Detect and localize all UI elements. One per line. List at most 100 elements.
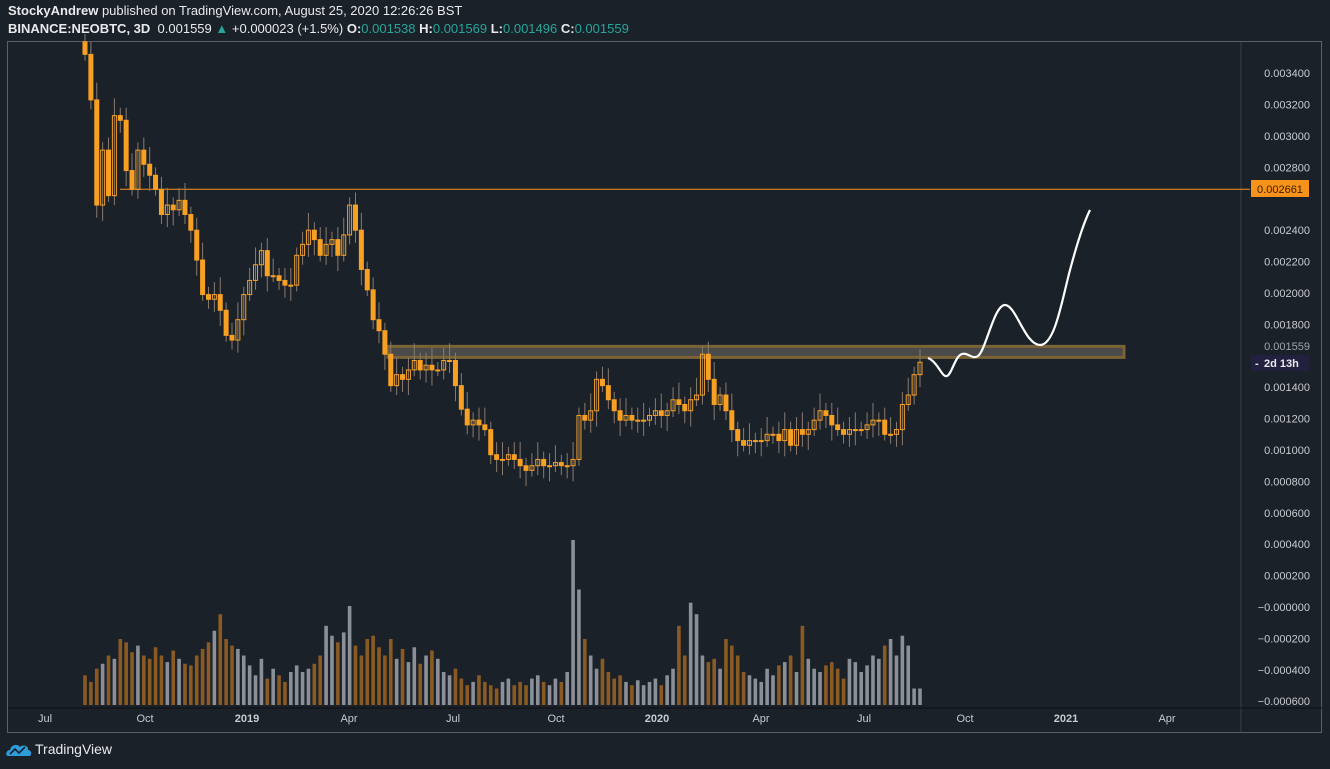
volume-bar (800, 625, 805, 705)
volume-bar (359, 655, 364, 705)
candle (170, 204, 176, 211)
candle (641, 419, 647, 422)
candle (311, 229, 317, 241)
volume-bar (289, 672, 293, 705)
candle (435, 369, 441, 372)
x-tick-label: 2020 (645, 713, 669, 725)
candle (158, 188, 164, 216)
candle (258, 250, 264, 266)
y-tick-label: 0.002800 (1264, 162, 1310, 174)
candle (464, 408, 470, 426)
candle (541, 458, 547, 467)
candle (788, 429, 794, 446)
volume-bar (606, 672, 611, 705)
volume-bar (406, 662, 411, 705)
volume-bar (318, 655, 323, 705)
volume-bar (688, 602, 693, 705)
candle (400, 374, 406, 380)
volume-bar (724, 639, 728, 705)
volume-bar (341, 632, 346, 705)
brand-name: TradingView (35, 741, 113, 757)
volume-bar (847, 658, 852, 705)
candle (535, 458, 541, 467)
volume-bar (377, 647, 381, 705)
y-tick-label: 0.003000 (1264, 131, 1310, 143)
volume-bar (500, 681, 505, 705)
candle (882, 419, 888, 435)
candle (358, 229, 364, 270)
volume-bar (224, 639, 228, 705)
volume-bar (506, 678, 511, 705)
candle (523, 465, 529, 471)
candle (470, 419, 476, 426)
x-tick-label: Jul (857, 713, 871, 725)
volume-bar (147, 658, 152, 705)
volume-bar (659, 685, 664, 705)
candle (723, 394, 729, 412)
volume-bar (524, 685, 528, 705)
volume-bar (583, 639, 587, 705)
volume-bar (794, 672, 799, 705)
candle (323, 243, 329, 256)
volume-bar (265, 678, 270, 705)
y-tick-label: 0.001200 (1264, 414, 1310, 426)
candle (576, 414, 582, 460)
candle (288, 284, 294, 287)
low-label: L: (490, 21, 503, 36)
x-tick-label: Oct (956, 713, 973, 725)
candle (135, 149, 141, 190)
volume-bar (677, 625, 681, 705)
published-text: published on TradingView.com, August 25,… (101, 3, 463, 18)
volume-bar (824, 665, 828, 705)
chart-frame (7, 41, 1322, 733)
volume-bar (212, 630, 217, 705)
candle (552, 462, 558, 467)
candle (417, 360, 423, 371)
candle (870, 419, 876, 426)
candle (682, 403, 688, 412)
resistance-zone[interactable] (386, 344, 1126, 359)
volume-bar (171, 650, 176, 705)
author[interactable]: StockyAndrew (8, 3, 99, 18)
candle (635, 419, 641, 422)
volume-bar (441, 672, 446, 705)
volume-bar (471, 681, 475, 705)
volume-bar (388, 639, 393, 705)
y-tick-label: 0.001000 (1264, 445, 1310, 457)
volume-bar (877, 658, 881, 705)
volume-bar (477, 675, 481, 705)
candle (717, 394, 723, 405)
candle (482, 424, 488, 431)
volume-bar (671, 668, 675, 705)
candle (264, 250, 270, 277)
candle (341, 234, 347, 256)
volume-bar (765, 668, 769, 705)
volume-bar (236, 648, 240, 705)
y-tick-label: 0.002400 (1264, 225, 1310, 237)
volume-bar (718, 668, 722, 705)
price-change: +0.000023 (+1.5%) (231, 21, 344, 36)
volume-bar (753, 678, 758, 705)
candle (799, 429, 805, 435)
high-label: H: (419, 21, 433, 36)
tradingview-logo[interactable]: TradingView (6, 741, 112, 757)
countdown-tag (1251, 355, 1309, 371)
volume-bar (588, 655, 593, 705)
volume-bar (383, 655, 387, 705)
volume-bar (436, 658, 440, 705)
candle (511, 454, 517, 460)
y-tick-label: 0.002200 (1264, 257, 1310, 269)
projection-path[interactable] (927, 209, 1091, 378)
candle (100, 149, 106, 206)
volume-bar (124, 642, 128, 705)
volume-bar (183, 663, 187, 705)
volume-bar (83, 675, 87, 705)
candle (529, 465, 535, 471)
volume-bar (271, 668, 275, 705)
volume-bar (118, 639, 123, 705)
volume-bar (430, 650, 434, 705)
symbol: BINANCE:NEOBTC, 3D (8, 21, 151, 36)
candle (447, 360, 453, 363)
candle (735, 429, 741, 442)
